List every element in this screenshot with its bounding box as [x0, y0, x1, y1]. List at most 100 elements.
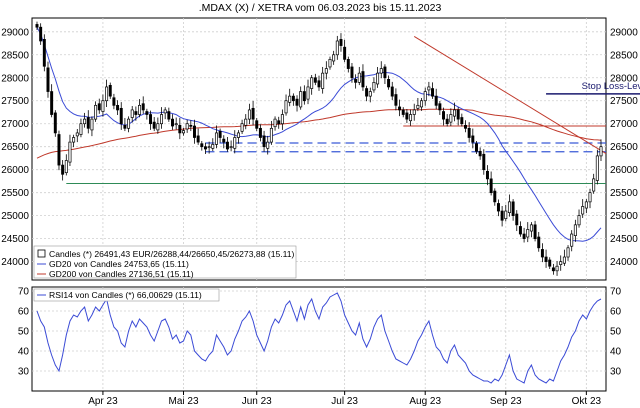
price-ytick-label-left: 25000 — [1, 211, 29, 222]
candle-body — [251, 107, 255, 120]
candle-body — [449, 114, 453, 123]
price-ytick-label-right: 25000 — [610, 211, 638, 222]
candle-body — [365, 88, 369, 97]
xtick-label: Sep 23 — [490, 396, 522, 407]
legend-entry: GD20 von Candles 24753,65 (15.11) — [49, 259, 189, 269]
candle-body — [127, 118, 131, 129]
candle-body — [431, 88, 435, 97]
rsi-ytick-label-left: 30 — [18, 367, 30, 378]
candle-body — [116, 104, 120, 111]
candle-body — [207, 146, 211, 149]
rsi-ytick-label-right: 50 — [610, 327, 622, 338]
candle-body — [119, 107, 123, 125]
candle-body — [478, 150, 482, 157]
candle-body — [496, 203, 500, 212]
xtick-label: Apr 23 — [88, 396, 118, 407]
candle-body — [280, 114, 284, 125]
candle-body — [511, 201, 515, 216]
rsi-ytick-label-left: 60 — [18, 307, 30, 318]
candle-body — [138, 104, 142, 115]
candle-body — [83, 118, 87, 125]
candle-body — [357, 72, 361, 83]
legend-entry: Candles (*) 26491,43 EUR/26288,44/26650,… — [49, 249, 295, 259]
candle-body — [130, 109, 134, 118]
candle-body — [581, 206, 585, 215]
candle-body — [540, 249, 544, 258]
candle-body — [544, 256, 548, 262]
candle-body — [570, 233, 574, 247]
candle-body — [75, 132, 79, 137]
xtick-label: Jun 23 — [242, 396, 272, 407]
candle-body — [284, 100, 288, 114]
candle-body — [269, 127, 273, 143]
candle-body — [588, 192, 592, 203]
candle-body — [90, 118, 94, 131]
legend-entry: GD200 von Candles 27136,51 (15.11) — [49, 269, 194, 279]
rsi-ytick-label-left: 70 — [18, 287, 30, 298]
candle-body — [145, 111, 149, 115]
legend-candle-swatch — [37, 249, 46, 258]
rsi-ytick-label-right: 30 — [610, 367, 622, 378]
candle-body — [218, 130, 222, 138]
candle-body — [383, 66, 387, 79]
candle-body — [42, 39, 46, 67]
candle-body — [555, 265, 559, 272]
candle-body — [427, 86, 431, 91]
candle-body — [474, 143, 478, 152]
candle-body — [339, 39, 343, 46]
candle-body — [240, 123, 244, 132]
candle-body — [192, 125, 196, 138]
candle-body — [387, 79, 391, 88]
candle-body — [163, 109, 167, 114]
candle-body — [526, 229, 530, 238]
price-ytick-label-right: 24000 — [610, 257, 638, 268]
candle-body — [310, 77, 314, 89]
candle-body — [64, 160, 68, 174]
candle-body — [225, 141, 229, 150]
candle-body — [299, 91, 303, 108]
price-ytick-label-left: 26000 — [1, 165, 29, 176]
candle-body — [196, 135, 200, 143]
candle-body — [222, 138, 226, 143]
candle-body — [141, 103, 145, 111]
candle-body — [343, 46, 347, 60]
candle-body — [185, 123, 189, 130]
candle-body — [401, 109, 405, 115]
candle-body — [258, 127, 262, 138]
candle-body — [434, 95, 438, 106]
candle-body — [72, 137, 76, 143]
candle-body — [328, 59, 332, 68]
candle-body — [50, 91, 54, 115]
candle-body — [573, 224, 577, 236]
candle-body — [599, 146, 603, 157]
candle-body — [467, 127, 471, 138]
candle-body — [61, 164, 65, 175]
rsi-legend-box — [33, 288, 220, 302]
candle-body — [112, 97, 116, 106]
candle-body — [160, 114, 164, 125]
candle-body — [537, 236, 541, 249]
price-ytick-label-right: 27500 — [610, 96, 638, 107]
candle-body — [398, 106, 402, 111]
candle-body — [149, 114, 153, 125]
rsi-ytick-label-right: 60 — [610, 307, 622, 318]
candle-body — [105, 86, 109, 102]
x-axis: Apr 23 Mai 23 Jun 23 Jul 23 Aug 23 Sep 23 Okt … — [88, 391, 602, 407]
rsi-legend: RSI14 von Candles (*) 66,00629 (15.11) — [33, 288, 220, 302]
candle-body — [101, 100, 105, 112]
candle-body — [273, 118, 277, 128]
price-ytick-label-right: 28500 — [610, 50, 638, 61]
rsi-legend-entry: RSI14 von Candles (*) 66,00629 (15.11) — [49, 290, 202, 300]
candle-body — [489, 178, 493, 194]
candle-body — [229, 146, 233, 149]
candle-body — [152, 121, 156, 129]
candle-body — [302, 91, 306, 102]
candle-body — [438, 103, 442, 111]
rsi-line — [36, 292, 602, 384]
candle-body — [324, 68, 328, 74]
candle-body — [409, 114, 413, 122]
rsi-plot-frame — [31, 286, 607, 392]
candle-body — [86, 117, 90, 129]
candle-body — [577, 215, 581, 226]
rsi-panel: 30 30 40 40 50 50 60 60 70 70 RSI14 von Candles (*… — [18, 286, 622, 392]
